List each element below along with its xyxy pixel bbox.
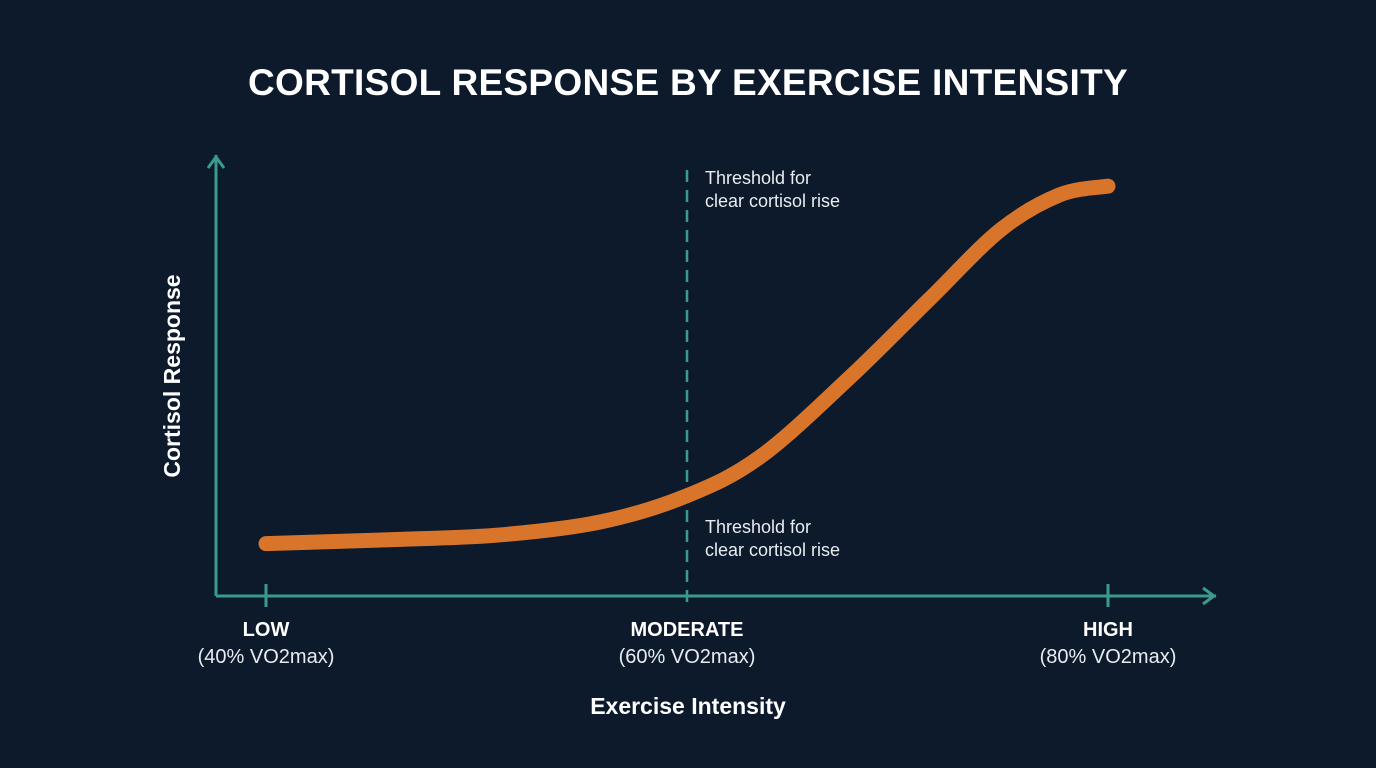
annotation-top-line2: clear cortisol rise [705,191,840,211]
annotation-bottom-line2: clear cortisol rise [705,540,840,560]
x-tick-sublabel: (40% VO2max) [198,646,335,668]
x-tick-sublabel: (60% VO2max) [619,646,756,668]
annotation-top-line1: Threshold for [705,168,811,188]
x-tick-label: LOW [243,619,290,641]
x-tick-label: HIGH [1083,619,1133,641]
x-tick-sublabel: (80% VO2max) [1040,646,1177,668]
axes [206,154,1217,606]
annotation-bottom-line1: Threshold for [705,517,811,537]
x-axis-arrow-icon [1202,586,1217,606]
y-axis-arrow-icon [206,154,226,169]
chart-title: CORTISOL RESPONSE BY EXERCISE INTENSITY [247,62,1128,103]
x-axis-label: Exercise Intensity [590,693,786,719]
cortisol-curve [258,178,1116,552]
x-tick-label: MODERATE [631,619,744,641]
y-axis-label: Cortisol Response [159,274,185,477]
